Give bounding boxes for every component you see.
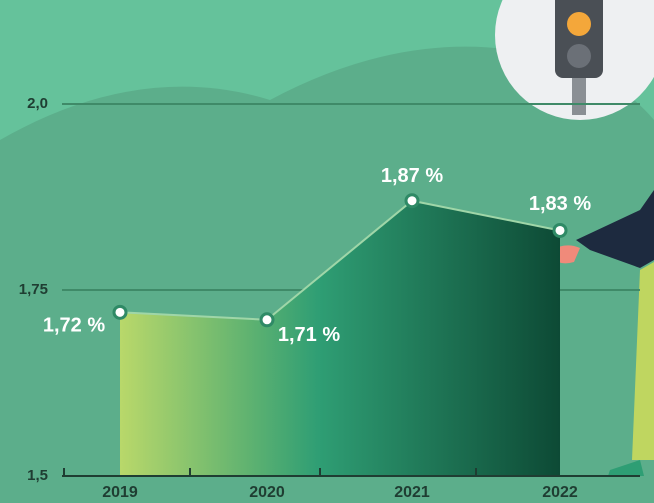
x-tick-label: 2019 bbox=[102, 484, 138, 501]
y-tick-label: 2,0 bbox=[27, 95, 48, 112]
data-point bbox=[552, 222, 568, 238]
y-tick-label: 1,75 bbox=[19, 281, 48, 298]
value-label: 1,71 % bbox=[278, 324, 340, 346]
x-tick-label: 2020 bbox=[249, 484, 285, 501]
line bbox=[119, 199, 561, 321]
x-tick-label: 2021 bbox=[394, 484, 430, 501]
data-point bbox=[404, 193, 420, 209]
data-point bbox=[259, 312, 275, 328]
data-point bbox=[112, 304, 128, 320]
area bbox=[120, 200, 560, 476]
y-tick-label: 1,5 bbox=[27, 467, 48, 484]
traffic-light-illustration bbox=[495, 0, 654, 120]
value-label: 1,83 % bbox=[529, 193, 591, 215]
x-tick-label: 2022 bbox=[542, 484, 578, 501]
value-label: 1,72 % bbox=[43, 315, 105, 337]
value-label: 1,87 % bbox=[381, 165, 443, 187]
